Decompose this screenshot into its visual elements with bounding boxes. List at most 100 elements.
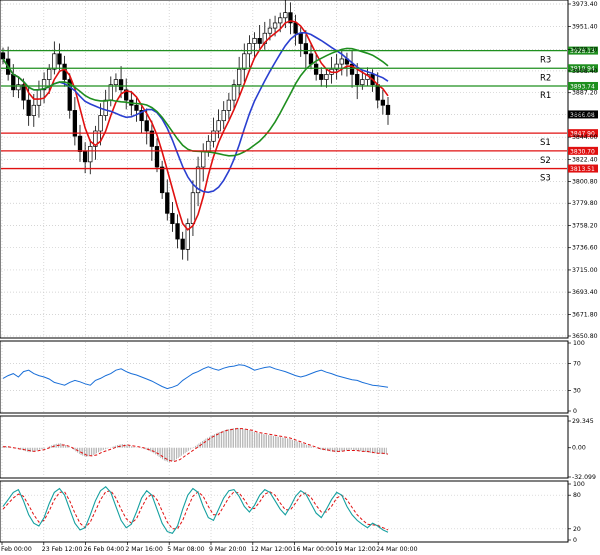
osc2-signal-line: [3, 428, 389, 462]
level-price-label-s1: 3847.90: [570, 131, 595, 138]
osc1-line: [2, 364, 389, 390]
level-price-label-s2: 3830.70: [570, 148, 595, 155]
osc3-y-label: 100: [573, 481, 585, 488]
candle-body: [195, 166, 201, 194]
x-tick-label: 24 Mar 00:00: [376, 546, 417, 553]
level-price-label-s3: 3813.51: [570, 166, 595, 173]
level-name-s2: S2: [540, 156, 551, 166]
y-tick-label: 3671.80: [572, 311, 598, 318]
candle-body: [190, 192, 196, 224]
main-price-panel[interactable]: R3 3928.13 R2 3910.94 R1 3893.74 S1 3847.90 S2 38…: [0, 0, 598, 340]
candle-body: [324, 74, 329, 80]
x-tick-label: 16 Mar 00:00: [293, 546, 334, 553]
candle-body: [206, 140, 211, 152]
y-tick-label: 3929.20: [572, 46, 598, 53]
candle-body: [236, 68, 242, 86]
candle-body: [334, 63, 339, 70]
x-tick-label: 5 Mar 08:00: [167, 546, 204, 553]
candle-body: [303, 43, 309, 55]
oscillator-2-panel[interactable]: 29.345 0.00 -32.099: [0, 415, 596, 481]
candle-body: [175, 223, 180, 240]
oscillator-2: 29.345 0.00 -32.099: [1, 417, 596, 481]
candle-body: [313, 63, 319, 75]
candle-body: [16, 84, 21, 91]
level-price-tag: [568, 46, 598, 55]
y-tick-label: 3844.00: [572, 134, 598, 141]
candle-body: [349, 63, 355, 75]
osc2-y-label: 0.00: [572, 445, 586, 452]
level-price-tag: [568, 64, 598, 73]
level-price-label-r2: 3910.94: [570, 66, 595, 73]
candle-body: [293, 22, 298, 34]
candle-body: [216, 120, 221, 132]
candle-body: [170, 212, 175, 224]
candle-body: [308, 53, 314, 65]
last-price-tag: [568, 110, 598, 119]
level-name-s1: S1: [540, 138, 551, 148]
candle-body: [252, 38, 257, 44]
level-price-tag: [568, 81, 598, 90]
candle-body: [272, 22, 278, 29]
osc3-y-label: 80: [573, 492, 581, 499]
candle-body: [242, 53, 247, 70]
level-name-r2: R2: [540, 73, 551, 83]
candle-body: [11, 74, 16, 91]
candle-body: [231, 84, 237, 101]
candle-body: [82, 151, 88, 163]
last-price-label: 3866.08: [570, 112, 595, 119]
candle-body: [380, 99, 386, 106]
candle-body: [103, 99, 108, 116]
candle-body: [360, 79, 365, 86]
x-tick-label: Feb 00:00: [1, 546, 32, 553]
osc1-y-label: 0: [573, 408, 577, 415]
candle-body: [72, 110, 78, 137]
osc3-y-label: 20: [573, 526, 581, 533]
y-tick-label: 3650.80: [572, 333, 598, 340]
candle-body: [0, 52, 6, 60]
x-tick-label: 26 Feb 04:00: [84, 546, 125, 553]
oscillator-3-panel[interactable]: 100 80 20 0: [0, 480, 585, 544]
candle-body: [93, 130, 98, 147]
candle-body: [21, 84, 26, 101]
candle-body: [57, 53, 62, 65]
candle-body: [41, 79, 47, 91]
oscillator-3: 100 80 20 0: [1, 481, 585, 544]
candle-body: [211, 130, 216, 142]
candle-body: [98, 115, 103, 132]
ma-fast-line: [2, 20, 389, 231]
x-axis: Feb 00:00 23 Feb 12:00 26 Feb 04:00 2 Mar 1…: [1, 542, 418, 553]
candle-body: [288, 12, 293, 24]
y-tick-label: 3693.40: [572, 289, 598, 296]
main-y-axis: 3973.40 3951.40 3929.20 3908.40 3887.20 3866.…: [568, 1, 598, 340]
oscillator-1-panel[interactable]: 100 70 30 0: [0, 340, 585, 415]
candle-body: [278, 17, 283, 24]
y-tick-label: 3973.40: [572, 1, 598, 8]
candle-body: [283, 12, 288, 19]
y-tick-label: 3866.00: [572, 112, 598, 119]
candle-body: [139, 110, 144, 122]
level-price-tag: [568, 129, 598, 138]
osc3-y-label: 0: [573, 537, 577, 544]
candle-body: [154, 146, 160, 168]
level-price-tag: [568, 146, 598, 155]
candle-body: [67, 79, 72, 111]
x-tick-label: 9 Mar 20:00: [209, 546, 246, 553]
level-name-s3: S3: [540, 174, 551, 184]
x-tick-label: 2 Mar 16:00: [125, 546, 162, 553]
candle-body: [113, 79, 119, 86]
osc3-fast-line: [2, 486, 389, 534]
candle-body: [339, 58, 344, 65]
y-tick-label: 3715.00: [572, 267, 598, 274]
candle-body: [77, 135, 83, 152]
candle-body: [267, 27, 273, 34]
candle-body: [180, 238, 185, 250]
osc2-y-label: 29.345: [572, 418, 594, 425]
y-tick-label: 3779.80: [572, 200, 598, 207]
candle-body: [201, 151, 206, 168]
candle-body: [47, 68, 52, 80]
level-name-r3: R3: [540, 56, 551, 66]
candle-body: [375, 84, 380, 101]
osc2-y-label: -32.099: [572, 474, 596, 481]
candle-body: [221, 110, 226, 122]
